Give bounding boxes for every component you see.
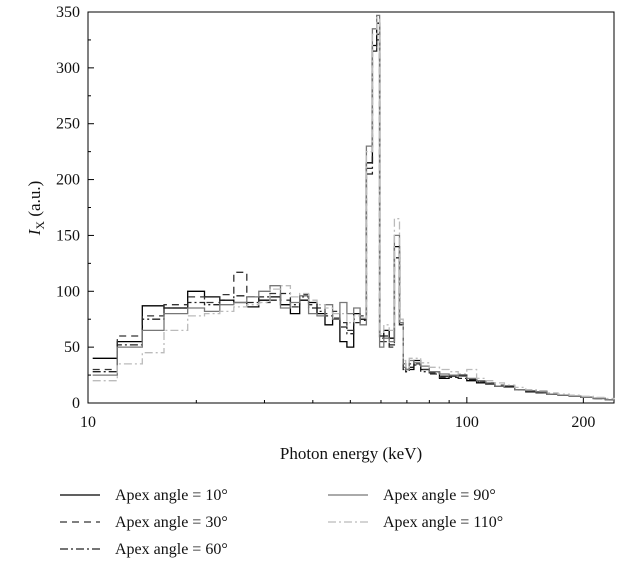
series-line-4: [92, 14, 615, 401]
y-tick-label: 250: [56, 116, 80, 133]
legend-label: Apex angle = 60°: [115, 541, 228, 558]
legend-label: Apex angle = 30°: [115, 514, 228, 531]
y-tick-label: 100: [56, 283, 80, 300]
y-tick-label: 0: [72, 395, 80, 412]
x-tick-label: 100: [455, 414, 479, 431]
x-tick-label: 200: [571, 414, 595, 431]
x-tick-label: 10: [80, 414, 96, 431]
legend-item: Apex angle = 60°: [60, 541, 228, 558]
legend: Apex angle = 10° Apex angle = 30° Apex ang…: [60, 487, 503, 558]
legend-item: Apex angle = 90°: [328, 487, 496, 504]
x-axis-title: Photon energy (keV): [280, 444, 422, 463]
legend-label: Apex angle = 10°: [115, 487, 228, 504]
y-axis-title: IX (a.u.): [25, 181, 47, 236]
legend-item: Apex angle = 10°: [60, 487, 228, 504]
series-line-5: [92, 16, 615, 400]
y-tick-label: 50: [64, 339, 80, 356]
series-line-1: [92, 22, 615, 401]
tick-labels: 0 50 100 150 200 250 300 350 10 100 200: [56, 4, 595, 431]
y-tick-label: 350: [56, 4, 80, 21]
legend-item: Apex angle = 110°: [328, 514, 503, 531]
legend-label: Apex angle = 110°: [383, 514, 503, 531]
y-tick-label: 150: [56, 227, 80, 244]
plot-frame: [87, 11, 615, 404]
y-tick-label: 300: [56, 60, 80, 77]
y-tick-label: 200: [56, 172, 80, 189]
legend-item: Apex angle = 30°: [60, 514, 228, 531]
legend-label: Apex angle = 90°: [383, 487, 496, 504]
y-axis-title-subscript: X: [33, 221, 47, 230]
y-axis-title-symbol: I: [25, 228, 44, 236]
y-axis-title-unit: (a.u.): [25, 181, 44, 221]
series-layer: [92, 14, 615, 401]
axis-ticks: [87, 11, 584, 404]
